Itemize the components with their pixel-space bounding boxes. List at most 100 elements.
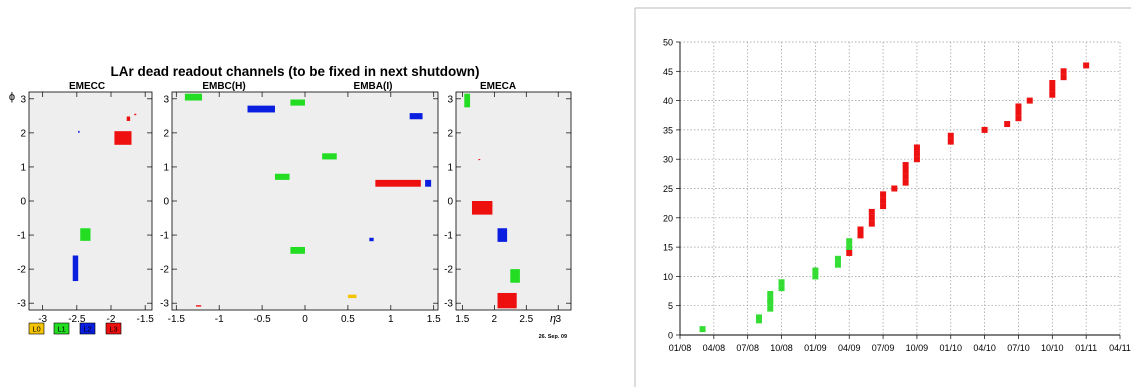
dead-cell-l1 [80, 228, 91, 241]
lar-dead-channels-figure: LAr dead readout channels (to be fixed i… [9, 64, 572, 340]
y-tick-label: 5 [668, 301, 673, 311]
x-tick-label: 07/10 [1007, 343, 1030, 353]
scatter-point [1049, 85, 1056, 92]
y-tick-label: 1 [447, 162, 453, 173]
legend-label-l1: L1 [57, 325, 65, 334]
layer-legend: L0 L1 L2 L3 [28, 322, 122, 335]
figure-title: LAr dead readout channels (to be fixed i… [110, 64, 479, 79]
y-tick-label: -1 [444, 231, 453, 242]
scatter-point [913, 150, 920, 157]
dead-cell-l1 [184, 93, 203, 101]
scatter-point [902, 179, 909, 186]
dead-cell-l2 [72, 255, 79, 282]
y-tick-label: 30 [663, 155, 673, 165]
eta-axis-label: η [550, 313, 556, 325]
panel-title-emecc: EMECC [69, 81, 105, 92]
y-tick-label: 2 [20, 128, 26, 139]
scatter-point [1015, 109, 1022, 116]
x-tick-label: 3 [555, 314, 561, 325]
y-tick-label: 1 [163, 162, 169, 173]
scatter-points [699, 62, 1090, 333]
scatter-point [812, 267, 819, 274]
x-tick-label: -2.5 [68, 314, 86, 325]
y-tick-label: 50 [663, 38, 673, 48]
dead-cell-l1 [290, 99, 305, 106]
scatter-point [868, 214, 875, 221]
y-tick-label: -2 [444, 265, 453, 276]
panel-emecc: EMECC -3 -2.5 -2 -1.5 -3 -2 -1 0 1 2 3 [17, 81, 154, 325]
scatter-point [868, 220, 875, 227]
y-tick-label: -1 [160, 231, 169, 242]
panel-frame [28, 91, 153, 311]
legend-item-l2: L2 [79, 322, 96, 335]
dead-cell-l3 [134, 113, 137, 116]
y-tick-label: -2 [17, 265, 26, 276]
y-tick-label: 3 [163, 94, 169, 105]
x-tick-label: -2 [107, 314, 116, 325]
y-tick-label: 0 [447, 197, 453, 208]
scatter-point [902, 162, 909, 169]
scatter-point [778, 285, 785, 292]
date-label: 26. Sep. 09 [539, 334, 567, 340]
x-tick-label: 04/10 [973, 343, 996, 353]
x-tick-label: 04/11 [1109, 343, 1131, 353]
x-tick-label: 0.5 [341, 314, 355, 325]
y-tick-label: 20 [663, 213, 673, 223]
y-tick-label: 2 [163, 128, 169, 139]
x-tick-label: -1 [215, 314, 224, 325]
scatter-point [981, 126, 988, 133]
scatter-point [857, 232, 864, 239]
scatter-point [846, 238, 853, 245]
scatter-point [880, 191, 887, 198]
y-tick-label: 40 [663, 96, 673, 106]
y-tick-label: -3 [160, 299, 169, 310]
dead-cell-l3 [497, 292, 517, 309]
scatter-point [767, 290, 774, 297]
dead-cell-l3 [196, 305, 202, 307]
x-tick-label: 01/08 [669, 343, 692, 353]
dead-cell-l3 [114, 131, 132, 145]
x-tick-label: -3 [38, 314, 47, 325]
x-tick-label: 01/10 [940, 343, 963, 353]
scatter-point [778, 279, 785, 286]
y-tick-label: -3 [17, 299, 26, 310]
dead-channels-cumulative-chart: 0 5 10 15 20 25 30 35 40 45 50 01/08 04/08 07/08 10/08… [634, 7, 1131, 387]
x-tick-label: 0 [302, 314, 308, 325]
y-tick-label: -2 [160, 265, 169, 276]
dead-cell-l1 [290, 246, 305, 254]
scatter-point [767, 296, 774, 303]
scatter-point [1049, 80, 1056, 87]
y-tick-label: 1 [20, 162, 26, 173]
scatter-axes: 0 5 10 15 20 25 30 35 40 45 50 01/08 04/08 07/08 10/08… [663, 38, 1131, 354]
legend-swatch-l2 [79, 322, 96, 335]
scatter-point [902, 167, 909, 174]
x-tick-label: 10/09 [906, 343, 929, 353]
scatter-point [1015, 115, 1022, 122]
y-tick-label: 35 [663, 125, 673, 135]
scatter-point [880, 197, 887, 204]
scatter-point [699, 326, 706, 333]
scatter-point [834, 255, 841, 262]
scatter-point [868, 208, 875, 215]
x-tick-label: 1 [388, 314, 394, 325]
dead-cell-l3 [471, 201, 493, 215]
dead-cell-l2 [78, 130, 80, 133]
scatter-point [767, 305, 774, 312]
y-tick-label: 15 [663, 243, 673, 253]
legend-swatch-l1 [53, 322, 70, 335]
panel-embc-emba: EMBC(H) EMBA(I) -1.5 -1 -0.5 0 0.5 1 1.5 -3 -2 -1… [160, 81, 441, 325]
scatter-point [846, 249, 853, 256]
scatter-point [1083, 62, 1090, 69]
scatter-point [1026, 97, 1033, 104]
y-tick-label: 0 [20, 197, 26, 208]
y-tick-label: 3 [447, 94, 453, 105]
scatter-point [947, 132, 954, 139]
y-tick-label: 45 [663, 67, 673, 77]
x-tick-label: -1.5 [168, 314, 186, 325]
panel-emeca: EMECA 1.5 2 2.5 3 -3 -2 -1 0 1 2 3 [444, 81, 572, 325]
y-tick-label: 0 [163, 197, 169, 208]
dead-cell-l2 [497, 228, 508, 242]
dead-cell-l2 [247, 105, 275, 113]
scatter-point [834, 261, 841, 268]
scatter-point [857, 226, 864, 233]
